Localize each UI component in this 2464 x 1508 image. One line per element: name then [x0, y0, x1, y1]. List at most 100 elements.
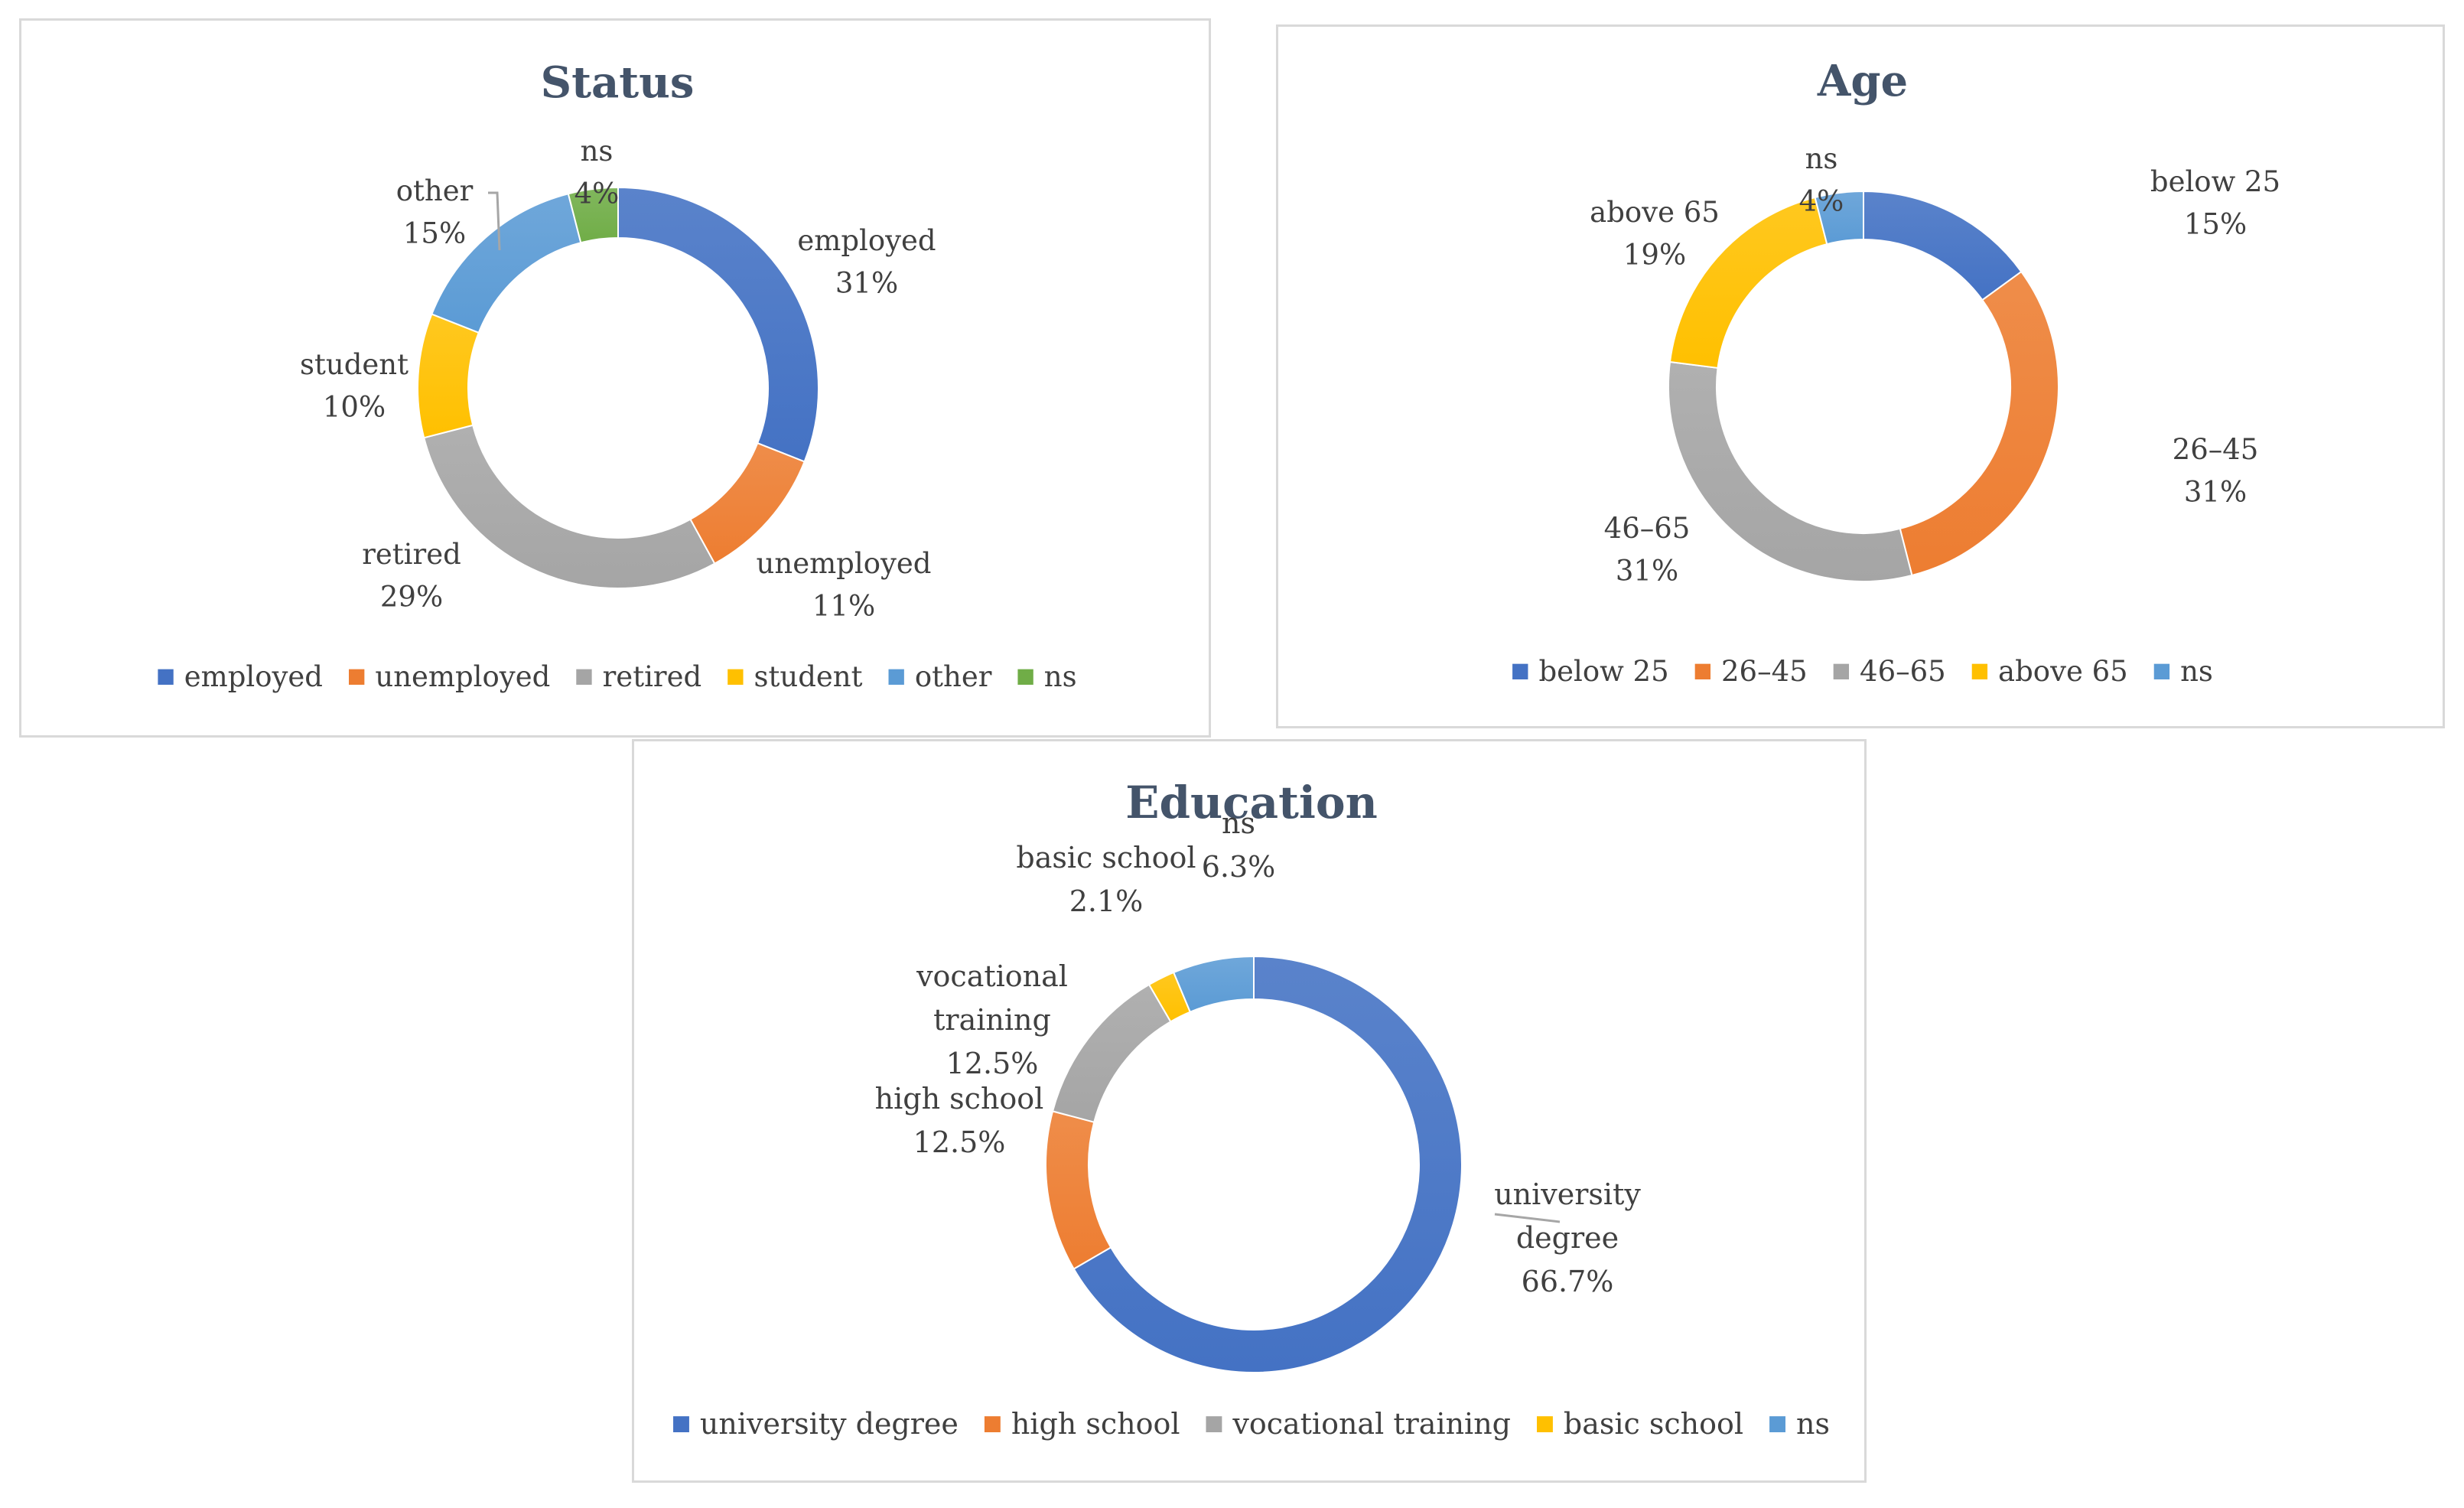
slice-46-65	[1668, 360, 1913, 582]
slice-student	[417, 313, 480, 439]
value-label-vocational-training: 12.5%	[946, 1047, 1039, 1080]
value-label-retired: 29%	[380, 581, 443, 614]
value-label-university-degree: 66.7%	[1522, 1265, 1614, 1298]
legend-swatch-ns	[1017, 669, 1033, 685]
data-label-ns: ns	[1805, 142, 1838, 175]
legend-item-26-45: 26–45	[1694, 655, 1808, 688]
slice-26-45	[1899, 270, 2059, 577]
age-chart-panel: Age below 25 15% 26–45 31% 46–65 31% above 65 19…	[1276, 24, 2445, 728]
legend-label-ns: ns	[2180, 655, 2213, 688]
chart-title: Education	[1125, 777, 1378, 829]
legend-swatch-high-school	[984, 1416, 1001, 1432]
slice-ns	[567, 186, 619, 244]
legend-label-retired: retired	[603, 660, 702, 693]
value-label-student: 10%	[323, 391, 386, 424]
leader-line-university-degree	[1494, 1213, 1561, 1223]
chart-title: Status	[541, 57, 695, 108]
status-chart-panel: Status employed 31% unemployed 11% retired 29%…	[19, 18, 1211, 738]
value-label-above-65: 19%	[1623, 239, 1686, 272]
legend-label-university-degree: university degree	[700, 1407, 959, 1441]
legend-item-vocational-training: vocational training	[1206, 1407, 1511, 1441]
legend-label-ns: ns	[1796, 1407, 1830, 1441]
data-label-university-degree: university	[1494, 1177, 1641, 1211]
legend-label-above-65: above 65	[1998, 655, 2128, 688]
data-label-46-65: 46–65	[1604, 512, 1691, 545]
value-label-other: 15%	[403, 217, 466, 250]
slice-ns	[1814, 190, 1864, 246]
legend-item-below-25: below 25	[1512, 655, 1669, 688]
legend-swatch-above-65	[1971, 663, 1988, 679]
legend-item-student: student	[727, 660, 863, 693]
data-label-employed: employed	[797, 224, 936, 257]
legend-item-other: other	[888, 660, 992, 693]
slice-unemployed	[689, 441, 806, 565]
age-donut-chart: Age below 25 15% 26–45 31% 46–65 31% above 65 19…	[1512, 56, 2280, 688]
legend-label-basic-school: basic school	[1564, 1407, 1743, 1441]
legend-item-ns: ns	[2153, 655, 2213, 688]
slice-vocational-training	[1051, 983, 1172, 1123]
legend-swatch-26-45	[1694, 663, 1711, 679]
value-label-ns: 4%	[574, 178, 620, 210]
legend-swatch-basic-school	[1537, 1416, 1553, 1432]
data-label-other: other	[396, 174, 474, 207]
data-label-retired: retired	[362, 538, 461, 571]
legend-item-high-school: high school	[984, 1407, 1180, 1441]
legend-swatch-employed	[158, 669, 174, 685]
slice-high-school	[1045, 1110, 1112, 1270]
legend-item-unemployed: unemployed	[349, 660, 550, 693]
legend-swatch-retired	[576, 669, 592, 685]
legend-swatch-student	[727, 669, 744, 685]
data-label-basic-school: basic school	[1016, 841, 1196, 875]
legend: university degree high school vocational t…	[673, 1407, 1830, 1441]
legend: below 25 26–45 46–65 above 65 ns	[1512, 655, 2213, 688]
legend-label-below-25: below 25	[1538, 655, 1668, 688]
slice-retired	[423, 424, 716, 589]
legend-label-high-school: high school	[1011, 1407, 1180, 1441]
legend-swatch-university-degree	[673, 1416, 689, 1432]
data-label-26-45: 26–45	[2173, 433, 2259, 466]
legend-item-ns: ns	[1769, 1407, 1830, 1441]
legend-item-ns: ns	[1017, 660, 1077, 693]
data-label-student: student	[300, 348, 408, 381]
legend-swatch-below-25	[1512, 663, 1528, 679]
data-label-ns: ns	[581, 135, 614, 168]
value-label-ns: 4%	[1799, 185, 1844, 218]
slice-university-degree	[1073, 955, 1463, 1373]
slice-ns	[1172, 955, 1255, 1013]
data-label-vocational-training: vocational	[916, 959, 1068, 993]
legend-item-basic-school: basic school	[1537, 1407, 1743, 1441]
legend-swatch-46-65	[1833, 663, 1850, 679]
legend-label-ns: ns	[1044, 660, 1077, 693]
data-label-unemployed: unemployed	[757, 547, 932, 580]
value-label-ns: 6.3%	[1202, 850, 1276, 884]
education-chart-panel: Education university degree 66.7% high schoo…	[632, 739, 1867, 1483]
legend-swatch-unemployed	[349, 669, 365, 685]
legend: employed unemployed retired student other ns	[158, 660, 1077, 693]
legend-item-above-65: above 65	[1971, 655, 2128, 688]
value-label-high-school: 12.5%	[913, 1125, 1006, 1159]
legend-label-vocational-training: vocational training	[1232, 1407, 1511, 1441]
legend-swatch-ns	[1769, 1416, 1785, 1432]
data-label-above-65: above 65	[1590, 196, 1720, 229]
legend-label-student: student	[754, 660, 863, 693]
legend-item-retired: retired	[576, 660, 701, 693]
value-label-below-25: 15%	[2184, 208, 2247, 241]
legend-item-employed: employed	[158, 660, 323, 693]
value-label-basic-school: 2.1%	[1069, 884, 1144, 918]
legend-label-employed: employed	[184, 660, 323, 693]
legend-label-26-45: 26–45	[1721, 655, 1808, 688]
legend-swatch-ns	[2153, 663, 2170, 679]
data-label-university-degree: degree	[1516, 1221, 1619, 1255]
value-label-46-65: 31%	[1616, 555, 1678, 588]
legend-item-46-65: 46–65	[1833, 655, 1946, 688]
data-label-ns: ns	[1222, 806, 1255, 840]
value-label-unemployed: 11%	[812, 590, 875, 623]
data-label-high-school: high school	[875, 1082, 1044, 1116]
legend-swatch-vocational-training	[1206, 1416, 1222, 1432]
leader-line-other	[488, 191, 501, 251]
slice-employed	[617, 186, 819, 463]
slice-other	[431, 193, 582, 334]
chart-title: Age	[1817, 56, 1908, 106]
slice-below-25	[1863, 190, 2023, 301]
value-label-employed: 31%	[835, 267, 898, 300]
